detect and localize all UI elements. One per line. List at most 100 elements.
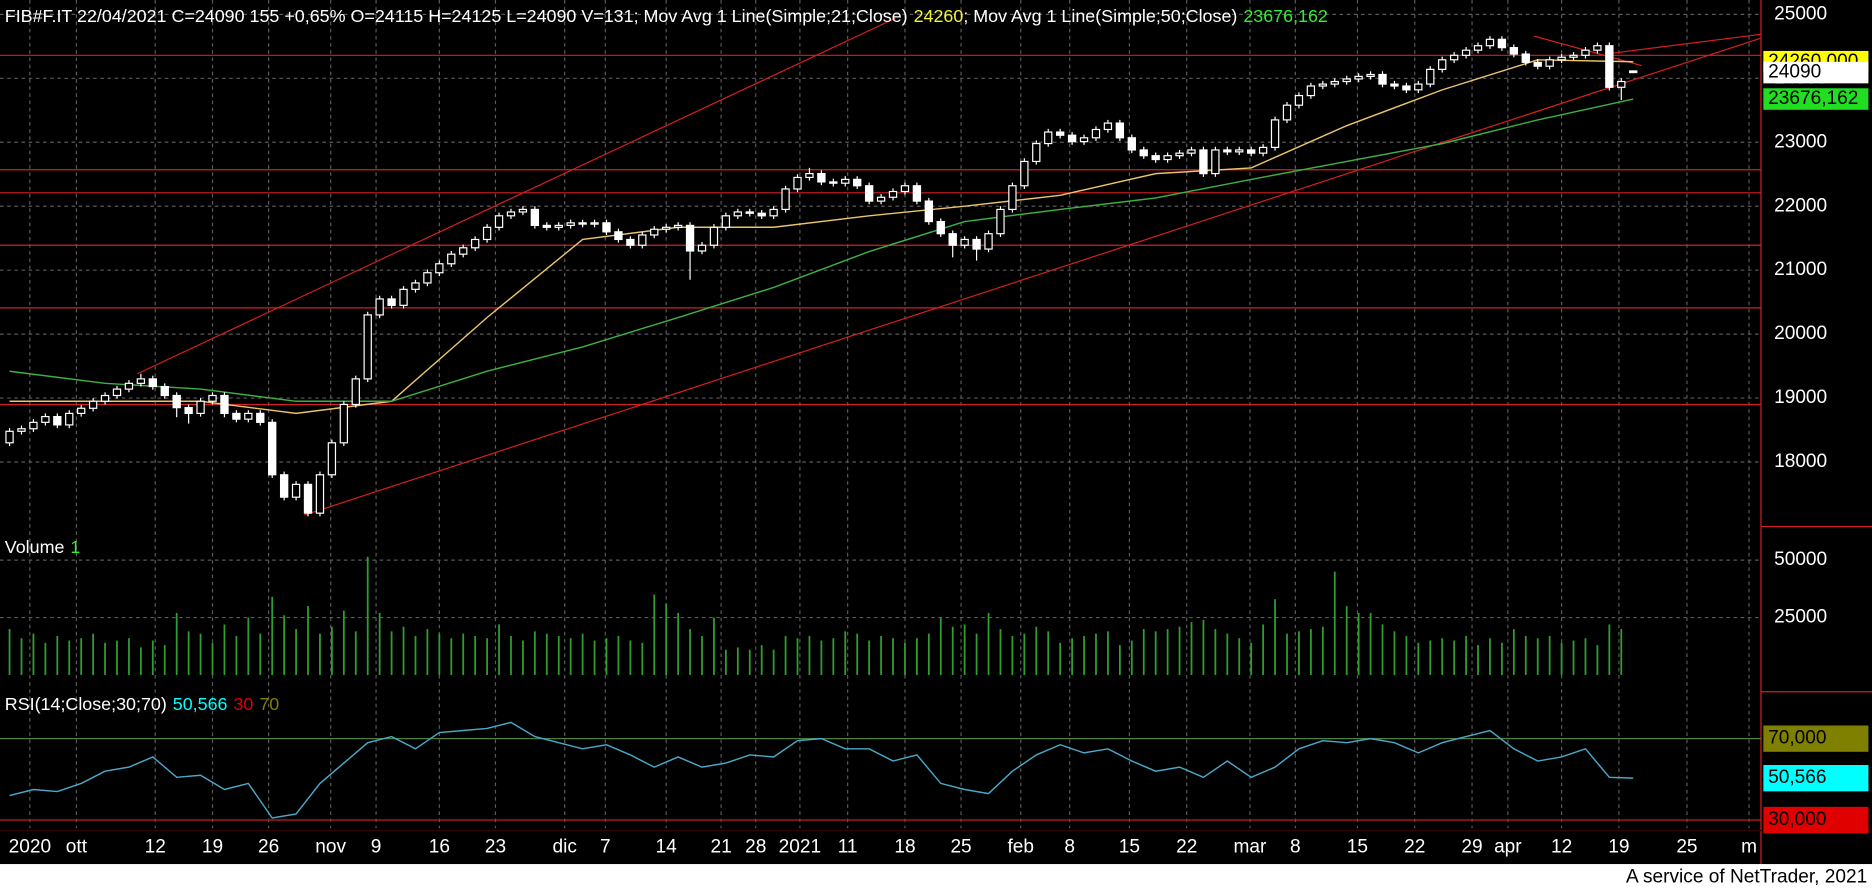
candle-body bbox=[447, 253, 456, 265]
candle-body bbox=[196, 400, 205, 414]
candle-body bbox=[1569, 54, 1578, 58]
candle-body bbox=[220, 394, 229, 414]
candle-body bbox=[184, 407, 193, 414]
y-tick-label: 23000 bbox=[1774, 131, 1827, 152]
x-tick-label: feb bbox=[1007, 836, 1034, 857]
candle-body bbox=[769, 208, 778, 217]
trend-line bbox=[1605, 33, 1761, 55]
x-tick-label: 15 bbox=[1347, 836, 1368, 857]
candle-body bbox=[1055, 131, 1065, 136]
legend-value: 24260 bbox=[914, 5, 964, 25]
candle-body bbox=[1485, 38, 1495, 47]
volume-header: Volume 1 bbox=[5, 537, 81, 557]
candle-body bbox=[1139, 149, 1148, 157]
candle-body bbox=[1044, 131, 1053, 145]
candle-body bbox=[1270, 119, 1280, 148]
candle-body bbox=[1426, 68, 1435, 85]
candle-body bbox=[1414, 83, 1423, 91]
candle-body bbox=[1235, 149, 1244, 153]
candle-body bbox=[1617, 80, 1626, 88]
candle-body bbox=[1497, 38, 1507, 49]
candle-body bbox=[924, 200, 934, 223]
candle-body bbox=[494, 215, 504, 228]
candle-body bbox=[566, 222, 575, 227]
candle-body bbox=[554, 224, 563, 228]
y-tick-label: 25000 bbox=[1774, 3, 1827, 24]
candle-body bbox=[387, 298, 396, 306]
rsi-level-box bbox=[1763, 725, 1869, 752]
candle-body bbox=[435, 263, 444, 274]
value-box bbox=[1763, 61, 1869, 84]
x-tick-label: 2020 bbox=[9, 836, 51, 857]
candle-body bbox=[411, 282, 420, 290]
candle-body bbox=[482, 226, 492, 241]
candle-body bbox=[793, 176, 802, 190]
candle-body bbox=[136, 378, 146, 384]
candle-body bbox=[912, 185, 922, 202]
candle-body bbox=[876, 196, 886, 202]
x-tick-label: 18 bbox=[894, 836, 915, 857]
candle-body bbox=[853, 178, 862, 187]
candle-body bbox=[1151, 155, 1160, 161]
candle-body bbox=[17, 428, 26, 432]
x-tick-label: 21 bbox=[710, 836, 731, 857]
x-tick-label: 25 bbox=[950, 836, 971, 857]
x-tick-label: 7 bbox=[600, 836, 611, 857]
rsi-level-label: 30,000 bbox=[1768, 809, 1826, 830]
candle-body bbox=[721, 215, 731, 228]
candle-body bbox=[1199, 149, 1208, 175]
x-tick-label: 22 bbox=[1404, 836, 1425, 857]
candle-body bbox=[888, 190, 898, 198]
candle-body bbox=[626, 238, 635, 246]
rsi-title: RSI(14;Close;30;70) bbox=[5, 694, 167, 714]
candle-body bbox=[864, 185, 874, 202]
candle-body bbox=[1032, 142, 1041, 163]
y-tick-label: 19000 bbox=[1774, 387, 1827, 408]
candle-body bbox=[100, 394, 110, 402]
candle-body bbox=[1473, 45, 1483, 51]
candle-body bbox=[1593, 45, 1602, 51]
value-box-label: 23676,162 bbox=[1768, 88, 1858, 109]
candle-body bbox=[1521, 53, 1530, 63]
candle-body bbox=[709, 226, 719, 246]
candle-body bbox=[972, 238, 981, 250]
candle-body bbox=[53, 415, 62, 426]
candle-body bbox=[1211, 149, 1220, 175]
candle-body bbox=[1318, 83, 1327, 87]
x-tick-label: 29 bbox=[1461, 836, 1482, 857]
x-tick-label: 28 bbox=[745, 836, 766, 857]
moving-average bbox=[9, 59, 1634, 415]
trend-line bbox=[304, 37, 1761, 516]
y-tick-label: 20000 bbox=[1774, 323, 1827, 344]
candle-body bbox=[244, 412, 253, 420]
candle-body bbox=[339, 403, 349, 444]
candle-body bbox=[1306, 85, 1316, 97]
candle-body bbox=[423, 272, 432, 284]
candle-body bbox=[578, 222, 587, 225]
price-header: FIB#F.IT 22/04/2021 C=24090 155 +0,65% O… bbox=[5, 5, 1328, 25]
rsi-level-label: 70,000 bbox=[1768, 728, 1826, 749]
rsi-value-label: 50,566 bbox=[1768, 767, 1826, 788]
candle-body bbox=[1342, 78, 1351, 83]
x-tick-label: 9 bbox=[371, 836, 382, 857]
candle-body bbox=[77, 407, 86, 414]
x-tick-label: 22 bbox=[1176, 836, 1197, 857]
candle-body bbox=[1067, 134, 1077, 143]
candle-body bbox=[1223, 149, 1232, 153]
legend-name: ; Mov Avg 1 Line(Simple;21;Close) bbox=[634, 5, 908, 25]
candle-body bbox=[1294, 94, 1304, 106]
y-tick-label: 25000 bbox=[1774, 607, 1827, 628]
x-tick-label: ott bbox=[66, 836, 88, 857]
rsi-line bbox=[9, 721, 1634, 819]
x-tick-label: 16 bbox=[429, 836, 450, 857]
y-tick-label: 18000 bbox=[1774, 451, 1827, 472]
candle-body bbox=[506, 211, 516, 217]
candle-body bbox=[1354, 75, 1363, 80]
x-tick-label: 19 bbox=[202, 836, 223, 857]
candle-body bbox=[960, 238, 969, 246]
x-tick-label: dic bbox=[553, 836, 578, 857]
candle-body bbox=[1390, 83, 1399, 87]
x-tick-label: 12 bbox=[145, 836, 166, 857]
candle-body bbox=[542, 224, 551, 228]
